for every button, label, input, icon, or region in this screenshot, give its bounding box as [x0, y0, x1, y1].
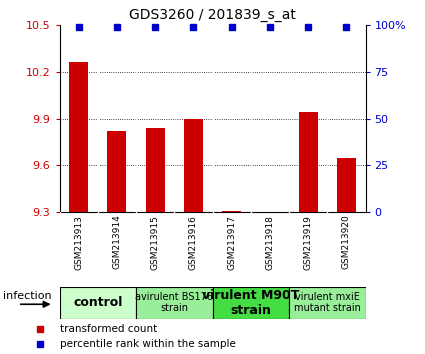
Bar — [69, 62, 88, 212]
Title: GDS3260 / 201839_s_at: GDS3260 / 201839_s_at — [129, 8, 296, 22]
Text: virulent M90T
strain: virulent M90T strain — [202, 289, 300, 317]
Bar — [184, 119, 203, 212]
Text: GSM213918: GSM213918 — [265, 215, 275, 269]
Text: GSM213914: GSM213914 — [112, 215, 122, 269]
Text: GSM213919: GSM213919 — [303, 215, 313, 269]
Bar — [222, 211, 241, 212]
Text: percentile rank within the sample: percentile rank within the sample — [60, 339, 235, 349]
Text: GSM213920: GSM213920 — [342, 215, 351, 269]
Bar — [145, 128, 164, 212]
Text: GSM213916: GSM213916 — [189, 215, 198, 269]
Bar — [212, 287, 289, 319]
Text: transformed count: transformed count — [60, 324, 157, 333]
Bar — [136, 287, 212, 319]
Text: GSM213913: GSM213913 — [74, 215, 83, 269]
Bar — [298, 112, 317, 212]
Bar — [107, 131, 127, 212]
Text: avirulent BS176
strain: avirulent BS176 strain — [135, 292, 213, 314]
Bar — [60, 287, 136, 319]
Bar — [337, 158, 356, 212]
Text: GSM213915: GSM213915 — [150, 215, 160, 269]
Bar — [289, 287, 366, 319]
Text: infection: infection — [3, 291, 51, 301]
Text: GSM213917: GSM213917 — [227, 215, 236, 269]
Text: control: control — [73, 296, 122, 309]
Text: virulent mxiE
mutant strain: virulent mxiE mutant strain — [294, 292, 361, 314]
